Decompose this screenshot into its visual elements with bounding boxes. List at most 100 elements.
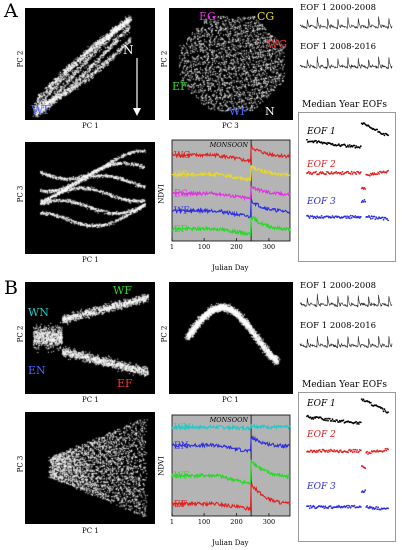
- scatter-b1-xlabel: PC 1: [82, 396, 99, 404]
- scatter-a1-ylabel: PC 2: [16, 50, 25, 68]
- median-eof-point: [354, 215, 357, 217]
- median-a-eof1-curve: [306, 122, 389, 149]
- median-eof-point: [309, 416, 312, 419]
- median-eof-point: [310, 449, 313, 452]
- median-eof-point: [351, 173, 354, 175]
- scatter-b1-points: [25, 282, 155, 394]
- median-eof-point: [338, 143, 340, 145]
- median-eof-point: [349, 506, 352, 509]
- median-eof-point: [341, 170, 344, 173]
- median-eof-point: [306, 138, 308, 141]
- median-eof-point: [355, 420, 358, 423]
- median-eof-point: [359, 421, 362, 424]
- ndvi-chart-a: MONSOON WG CG EG WF EF1 100 200 300: [170, 139, 291, 251]
- scatter-a2-ylabel: PC 2: [160, 50, 169, 68]
- scatter-b3-xlabel: PC 1: [82, 527, 99, 535]
- median-eof-point: [387, 219, 389, 222]
- median-eof-point: [323, 507, 326, 510]
- median-eof-point: [387, 411, 389, 413]
- scatter-a2-label-wf: WF: [229, 105, 248, 118]
- median-eof-point: [348, 144, 351, 146]
- ndvi-xtick-label: 100: [198, 518, 210, 526]
- median-eof-point: [381, 408, 384, 410]
- median-eof-point: [358, 215, 360, 218]
- median-eof-point: [385, 171, 388, 174]
- median-eof-point: [358, 423, 360, 425]
- eof-a-2008-series: [299, 56, 393, 70]
- ndvi-series-en: [171, 434, 291, 454]
- median-eof-point: [368, 215, 370, 217]
- median-eof-point: [344, 144, 347, 147]
- median-eof-point: [374, 218, 377, 221]
- median-eof-point: [383, 408, 386, 411]
- eof-time-series-line: [299, 16, 393, 30]
- median-eof-point: [366, 505, 368, 507]
- median-a-eof3-curve: [306, 199, 389, 222]
- median-eof-point: [329, 172, 332, 175]
- eof-b-2008-title: EOF 1 2008-2016: [300, 321, 377, 331]
- scatter-b1-label-en: EN: [28, 364, 46, 377]
- scatter-a2-points: [169, 8, 293, 120]
- eof-a-2008-title: EOF 1 2008-2016: [300, 42, 377, 52]
- median-eof-point: [371, 172, 374, 175]
- median-a-title: Median Year EOFs: [302, 100, 388, 110]
- median-eof-point: [320, 172, 323, 175]
- ndvi-series-label-wf: WF: [174, 207, 190, 217]
- median-eof-point: [359, 145, 362, 148]
- median-eof-point: [319, 171, 322, 173]
- median-eof-point: [362, 398, 365, 401]
- median-eof-point: [318, 449, 321, 451]
- median-eof-point: [352, 448, 355, 451]
- ndvi-xtick-label: 300: [263, 518, 275, 526]
- median-eof-point: [330, 216, 333, 219]
- median-eof-point: [308, 217, 311, 219]
- median-eof-point: [351, 451, 354, 454]
- median-eof-point: [374, 507, 377, 510]
- median-eof-point: [370, 215, 373, 218]
- eof-a-2000-series: [299, 16, 393, 30]
- median-eof-point: [353, 144, 356, 147]
- median-eof-point: [356, 449, 358, 451]
- eof-time-series-line: [299, 293, 393, 308]
- median-b-eof1-curve: [306, 398, 389, 425]
- scatter-b2-points: [169, 282, 293, 394]
- ndvi-b-ylabel: NDVI: [157, 456, 166, 476]
- median-eof-point: [364, 188, 367, 190]
- median-a-eof2-label: EOF 2: [307, 160, 336, 170]
- ndvi-series-label-en: EN: [174, 441, 189, 451]
- median-eof-point: [373, 215, 376, 218]
- median-eof-point: [311, 416, 314, 419]
- median-eof-point: [328, 450, 331, 453]
- scatter-a1: N WF: [25, 8, 155, 120]
- median-eof-point: [363, 490, 366, 493]
- median-eof-point: [330, 420, 333, 422]
- median-eof-point: [350, 217, 353, 219]
- median-eof-point: [383, 134, 386, 137]
- median-eof-point: [311, 215, 314, 218]
- median-eof-point: [375, 450, 378, 453]
- median-eof-point: [315, 217, 317, 220]
- median-eof-point: [325, 173, 327, 175]
- ndvi-series-wf: [171, 459, 291, 486]
- median-a-eof1-label: EOF 1: [307, 127, 336, 137]
- ndvi-xtick-label: 200: [230, 243, 242, 251]
- scatter-b1-label-wn: WN: [28, 306, 49, 319]
- median-eof-point: [313, 505, 316, 508]
- median-eof-point: [384, 216, 387, 219]
- ndvi-xtick-label: 1: [170, 518, 174, 526]
- scatter-b2: [169, 282, 293, 394]
- median-eof-point: [326, 450, 328, 452]
- eof-b-2008-series: [299, 336, 393, 349]
- median-eof-point: [307, 170, 310, 173]
- scatter-b3-points: [25, 412, 155, 524]
- median-eof-point: [312, 217, 315, 220]
- ndvi-a-xlabel: Julian Day: [212, 264, 249, 272]
- scatter-a3-points: [25, 142, 155, 254]
- scatter-b1-label-wf: WF: [113, 284, 132, 297]
- median-eof-point: [362, 201, 365, 203]
- median-eof-point: [377, 506, 379, 509]
- median-eof-point: [381, 216, 384, 219]
- scatter-a1-label-wf: WF: [31, 103, 52, 117]
- scatter-a2-label-eg: EG: [199, 10, 216, 23]
- ndvi-series-ef: [171, 481, 291, 511]
